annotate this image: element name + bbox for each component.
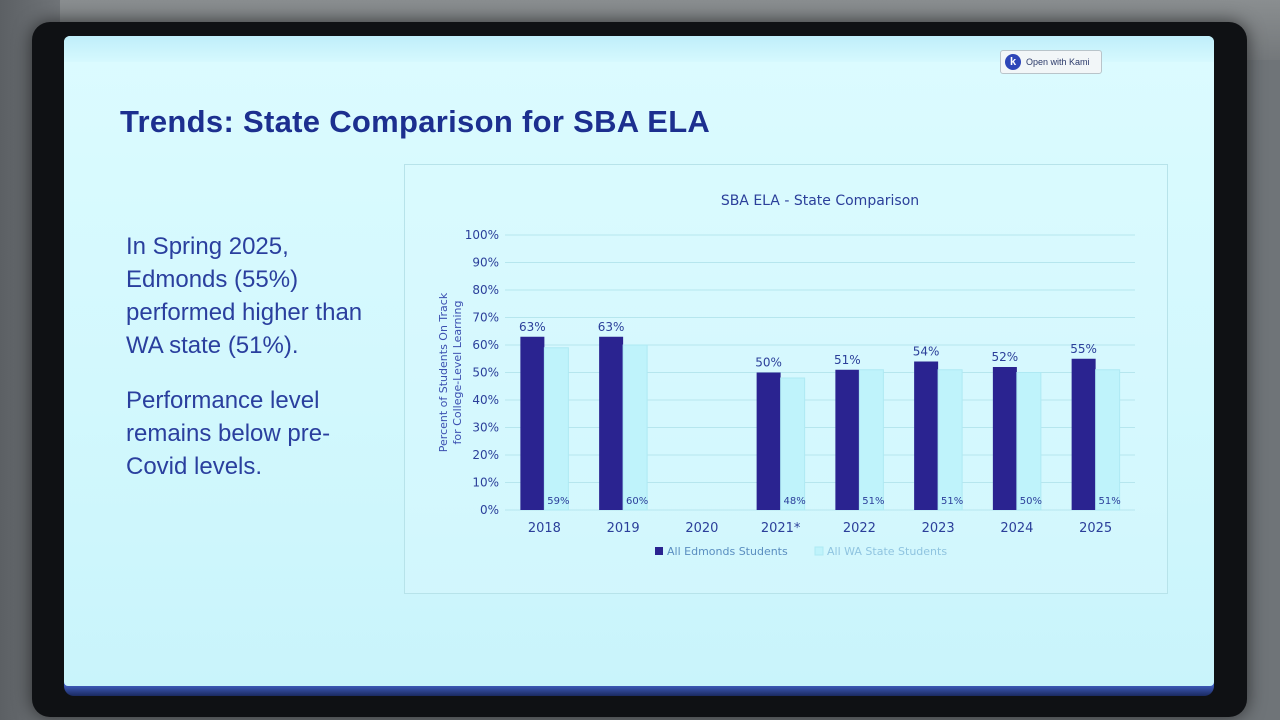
chart-title: SBA ELA - State Comparison: [721, 193, 919, 209]
x-tick-label: 2019: [607, 521, 640, 536]
y-tick-label: 60%: [472, 338, 499, 352]
x-tick-label: 2023: [922, 521, 955, 536]
y-axis-label: Percent of Students On Trackfor College-…: [437, 292, 464, 452]
slide-title: Trends: State Comparison for SBA ELA: [120, 104, 711, 139]
slide-screen: k Open with Kami Trends: State Compariso…: [64, 36, 1214, 686]
y-tick-label: 70%: [472, 311, 499, 325]
data-label-edmonds: 55%: [1070, 342, 1097, 356]
bar-wa-state: [858, 369, 884, 511]
y-tick-label: 10%: [472, 476, 499, 490]
legend-swatch-edmonds: [655, 547, 663, 555]
y-tick-label: 0%: [480, 503, 499, 517]
y-tick-label: 100%: [465, 228, 499, 242]
data-label-wa-state: 50%: [1020, 496, 1042, 507]
y-tick-label: 40%: [472, 393, 499, 407]
kami-logo-icon: k: [1005, 54, 1021, 70]
legend-label-wa-state: All WA State Students: [827, 545, 947, 558]
data-label-edmonds: 63%: [519, 320, 546, 334]
slide-paragraph-performance: Performance level remains below pre-Covi…: [126, 387, 331, 480]
bar-chart: SBA ELA - State Comparison 0% 10% 20% 30% 40%…: [437, 193, 1135, 558]
data-label-wa-state: 59%: [547, 496, 569, 507]
bar-edmonds: [1071, 358, 1096, 510]
bar-wa-state: [622, 344, 648, 511]
data-label-wa-state: 51%: [862, 496, 884, 507]
bar-wa-state: [780, 377, 806, 511]
bar-edmonds: [914, 361, 939, 510]
data-label-edmonds: 54%: [913, 345, 940, 359]
x-tick-label: 2025: [1079, 521, 1112, 536]
x-tick-label: 2020: [685, 521, 718, 536]
bar-edmonds: [520, 336, 545, 510]
y-tick-label: 90%: [472, 256, 499, 270]
data-label-wa-state: 51%: [941, 496, 963, 507]
y-tick-label: 50%: [472, 366, 499, 380]
bar-edmonds: [756, 372, 781, 510]
data-label-wa-state: 48%: [784, 496, 806, 507]
x-tick-label: 2022: [843, 521, 876, 536]
x-tick-label: 2024: [1000, 521, 1033, 536]
bar-wa-state: [1095, 369, 1121, 511]
legend-label-edmonds: All Edmonds Students: [667, 545, 788, 558]
bar-edmonds: [835, 369, 860, 510]
chart-container: SBA ELA - State Comparison 0% 10% 20% 30% 40%…: [404, 164, 1168, 594]
bar-wa-state: [543, 347, 569, 511]
data-label-wa-state: 51%: [1099, 496, 1121, 507]
bar-edmonds: [992, 367, 1017, 510]
slide-text-block: In Spring 2025, Edmonds (55%) performed …: [126, 230, 386, 505]
data-label-edmonds: 52%: [992, 350, 1019, 364]
open-with-kami-button[interactable]: k Open with Kami: [1000, 50, 1102, 74]
y-tick-label: 30%: [472, 421, 499, 435]
data-label-edmonds: 51%: [834, 353, 861, 367]
y-tick-label: 20%: [472, 448, 499, 462]
legend-swatch-wa-state: [814, 546, 824, 556]
bar-wa-state: [1016, 372, 1042, 511]
data-label-edmonds: 50%: [755, 356, 782, 370]
y-tick-label: 80%: [472, 283, 499, 297]
x-tick-label: 2018: [528, 521, 561, 536]
data-label-wa-state: 60%: [626, 496, 648, 507]
x-tick-label: 2021*: [761, 521, 801, 536]
bar-edmonds: [599, 336, 624, 510]
open-with-kami-label: Open with Kami: [1026, 57, 1090, 67]
slide-paragraph-comparison: In Spring 2025, Edmonds (55%) performed …: [126, 233, 363, 359]
data-label-edmonds: 63%: [598, 320, 625, 334]
bar-wa-state: [937, 369, 963, 511]
